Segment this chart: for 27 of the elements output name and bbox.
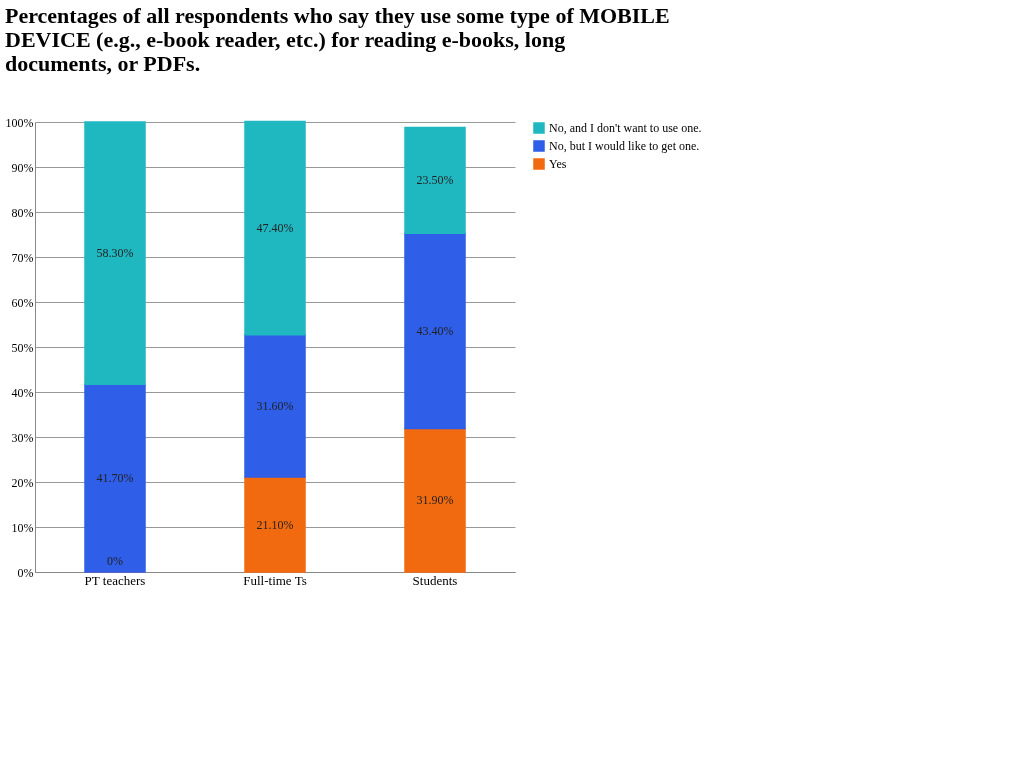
data-label: 43.40% bbox=[416, 323, 454, 338]
legend-label: No, but I would like to get one. bbox=[549, 139, 700, 153]
data-label: 58.30% bbox=[96, 246, 134, 261]
y-tick-label: 60% bbox=[11, 295, 34, 310]
y-tick-label: 70% bbox=[11, 250, 34, 265]
data-label: 41.70% bbox=[96, 471, 134, 486]
y-tick-label: 20% bbox=[11, 475, 34, 490]
x-tick-label: Full-time Ts bbox=[243, 572, 307, 588]
y-tick-label: 80% bbox=[11, 205, 34, 220]
legend-label: Yes bbox=[549, 157, 567, 171]
y-tick-label: 40% bbox=[11, 385, 34, 400]
data-label: 47.40% bbox=[256, 221, 294, 236]
chart-title: Percentages of all respondents who say they use some type of MOBILE DEVICE (e.g., e-book reader, etc.) for reading e-books, long documents, or PDFs. bbox=[5, 3, 670, 76]
data-label: 23.50% bbox=[416, 173, 454, 188]
data-label: 0% bbox=[107, 554, 123, 568]
y-tick-label: 50% bbox=[11, 340, 34, 355]
x-tick-label: PT teachers bbox=[84, 572, 146, 588]
data-label: 31.60% bbox=[256, 398, 294, 413]
y-tick-label: 90% bbox=[11, 160, 34, 175]
y-tick-label: 10% bbox=[11, 520, 34, 535]
data-label: 21.10% bbox=[256, 517, 294, 532]
x-tick-label: Students bbox=[412, 572, 458, 588]
legend-label: No, and I don't want to use one. bbox=[549, 121, 702, 135]
y-tick-label: 100% bbox=[5, 115, 34, 130]
data-label: 31.90% bbox=[416, 493, 454, 508]
y-tick-label: 30% bbox=[11, 430, 34, 445]
y-tick-label: 0% bbox=[17, 565, 34, 580]
